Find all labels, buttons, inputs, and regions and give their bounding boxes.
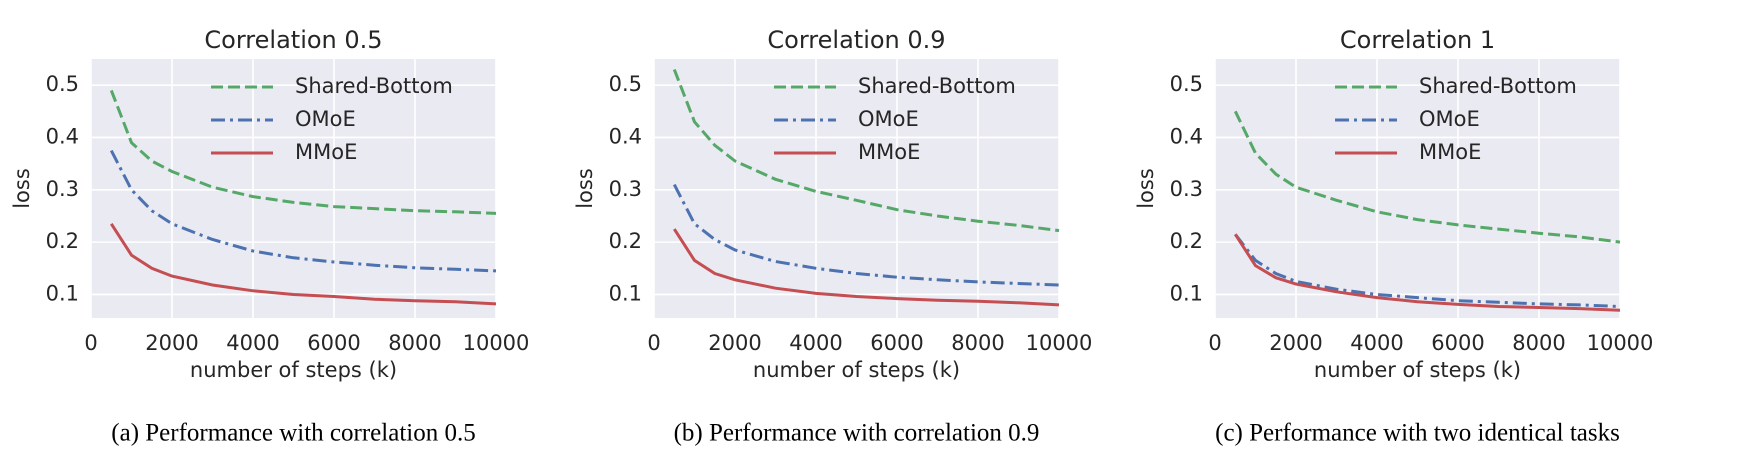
y-tick-label: 0.5 — [1170, 72, 1203, 96]
y-tick-label: 0.4 — [1170, 124, 1203, 148]
x-tick-label: 6000 — [1431, 331, 1484, 355]
chart: 0.1 0.2 0.3 0.4 0.5 0 2000 4000 6000 8000 10000 Cor… — [10, 26, 529, 447]
x-tick-label: 4000 — [1350, 331, 1403, 355]
x-tick-label: 6000 — [870, 331, 923, 355]
x-tick-label: 2000 — [145, 331, 198, 355]
chart: 0.1 0.2 0.3 0.4 0.5 0 2000 4000 6000 8000 10000 Cor… — [573, 26, 1092, 447]
legend-label: MMoE — [1419, 140, 1481, 164]
line — [110, 222, 497, 306]
x-axis-label: number of steps (k) — [1314, 358, 1521, 382]
line — [673, 228, 1060, 307]
y-axis-label: loss — [1134, 168, 1158, 209]
x-axis-label: number of steps (k) — [190, 358, 397, 382]
y-tick-label: 0.3 — [46, 177, 79, 201]
y-axis-label: loss — [573, 168, 597, 209]
plot-area — [91, 59, 496, 318]
x-tick-label: 2000 — [1269, 331, 1322, 355]
chart: 0.1 0.2 0.3 0.4 0.5 0 2000 4000 6000 8000 10000 Cor… — [1134, 26, 1653, 447]
y-tick-label: 0.5 — [609, 72, 642, 96]
x-tick-label: 0 — [1208, 331, 1221, 355]
x-tick-label: 4000 — [789, 331, 842, 355]
legend-label: OMoE — [295, 107, 356, 131]
legend-label: OMoE — [858, 107, 919, 131]
y-tick-label: 0.1 — [46, 281, 79, 305]
legend-label: Shared-Bottom — [858, 74, 1016, 98]
x-tick-label: 8000 — [1512, 331, 1565, 355]
legend-label: Shared-Bottom — [295, 74, 453, 98]
x-tick-label: 10000 — [463, 331, 530, 355]
y-tick-label: 0.3 — [1170, 177, 1203, 201]
x-tick-label: 2000 — [708, 331, 761, 355]
x-tick-label: 10000 — [1587, 331, 1654, 355]
y-axis-label: loss — [10, 168, 34, 209]
x-tick-label: 0 — [84, 331, 97, 355]
line — [109, 89, 497, 215]
line — [109, 149, 497, 273]
chart-title: Correlation 0.9 — [767, 26, 945, 54]
line — [672, 183, 1060, 287]
legend-label: MMoE — [295, 140, 357, 164]
x-tick-label: 8000 — [951, 331, 1004, 355]
chart-title: Correlation 1 — [1340, 26, 1495, 54]
y-tick-label: 0.4 — [609, 124, 642, 148]
x-axis-label: number of steps (k) — [753, 358, 960, 382]
legend-label: MMoE — [858, 140, 920, 164]
y-tick-label: 0.5 — [46, 72, 79, 96]
chart-title: Correlation 0.5 — [204, 26, 382, 54]
line — [1234, 233, 1621, 312]
x-tick-label: 6000 — [307, 331, 360, 355]
x-tick-label: 4000 — [226, 331, 279, 355]
y-tick-label: 0.2 — [46, 229, 79, 253]
y-tick-label: 0.4 — [46, 124, 79, 148]
y-tick-label: 0.2 — [609, 229, 642, 253]
caption: (a) Performance with correlation 0.5 — [111, 420, 475, 447]
caption: (b) Performance with correlation 0.9 — [674, 420, 1040, 447]
y-tick-label: 0.1 — [609, 281, 642, 305]
y-tick-label: 0.3 — [609, 177, 642, 201]
line — [1234, 233, 1621, 308]
y-tick-label: 0.1 — [1170, 281, 1203, 305]
x-tick-label: 8000 — [388, 331, 441, 355]
y-tick-label: 0.2 — [1170, 229, 1203, 253]
x-tick-label: 0 — [647, 331, 660, 355]
caption: (c) Performance with two identical tasks — [1215, 420, 1620, 447]
x-tick-label: 10000 — [1026, 331, 1093, 355]
legend-label: Shared-Bottom — [1419, 74, 1577, 98]
line — [1233, 110, 1621, 244]
legend-label: OMoE — [1419, 107, 1480, 131]
